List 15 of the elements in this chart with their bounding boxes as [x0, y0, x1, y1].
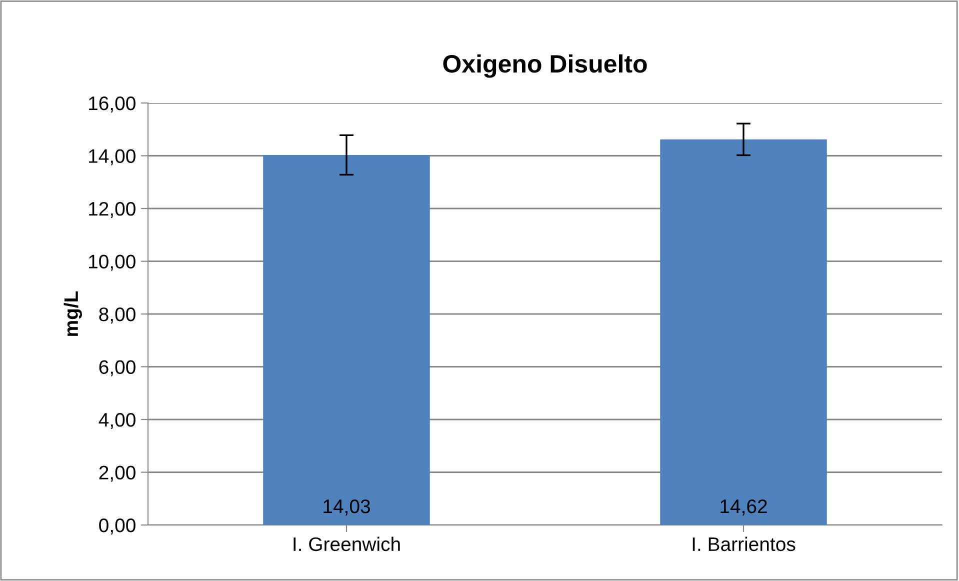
y-tick-label: 8,00	[99, 307, 136, 324]
data-label: 14,62	[720, 499, 767, 516]
x-tick-label: I. Barrientos	[692, 536, 796, 552]
y-tick-label: 14,00	[89, 149, 136, 166]
x-tick-label: I. Greenwich	[294, 536, 400, 552]
y-tick-label: 2,00	[99, 466, 136, 482]
y-tick-label: 0,00	[99, 518, 136, 535]
data-label: 14,03	[324, 499, 370, 516]
chart-title: Oxigeno Disuelto	[443, 54, 647, 78]
y-tick-label: 4,00	[98, 412, 136, 430]
y-axis-title: mg/L	[64, 291, 82, 336]
y-tick-label: 16,00	[89, 96, 136, 113]
y-tick-label: 12,00	[89, 202, 136, 218]
y-tick-label: 6,00	[99, 360, 136, 376]
y-tick-label: 10,00	[89, 254, 136, 271]
